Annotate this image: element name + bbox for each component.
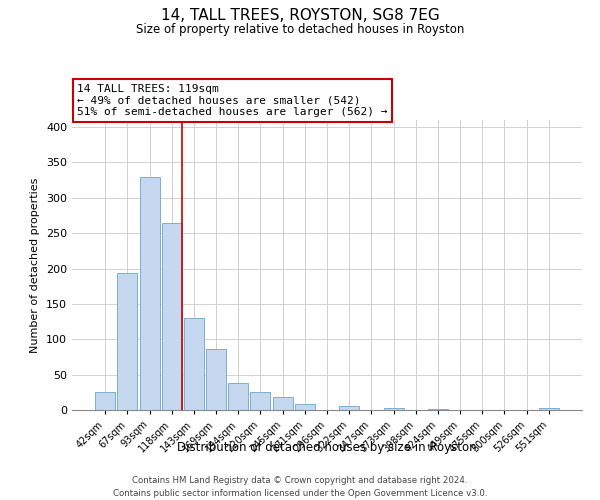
Y-axis label: Number of detached properties: Number of detached properties: [31, 178, 40, 352]
Bar: [162, 222, 182, 410]
Bar: [228, 383, 248, 410]
Text: Distribution of detached houses by size in Royston: Distribution of detached houses by size …: [177, 441, 477, 454]
Text: 14, TALL TREES, ROYSTON, SG8 7EG: 14, TALL TREES, ROYSTON, SG8 7EG: [161, 8, 439, 22]
Bar: [95, 392, 115, 410]
Bar: [118, 274, 137, 410]
Bar: [250, 392, 271, 410]
Text: Size of property relative to detached houses in Royston: Size of property relative to detached ho…: [136, 22, 464, 36]
Bar: [184, 318, 204, 410]
Text: Contains HM Land Registry data © Crown copyright and database right 2024.
Contai: Contains HM Land Registry data © Crown c…: [113, 476, 487, 498]
Bar: [140, 176, 160, 410]
Bar: [383, 408, 404, 410]
Bar: [206, 349, 226, 410]
Bar: [272, 398, 293, 410]
Bar: [295, 404, 315, 410]
Text: 14 TALL TREES: 119sqm
← 49% of detached houses are smaller (542)
51% of semi-det: 14 TALL TREES: 119sqm ← 49% of detached …: [77, 84, 388, 117]
Bar: [539, 408, 559, 410]
Bar: [339, 406, 359, 410]
